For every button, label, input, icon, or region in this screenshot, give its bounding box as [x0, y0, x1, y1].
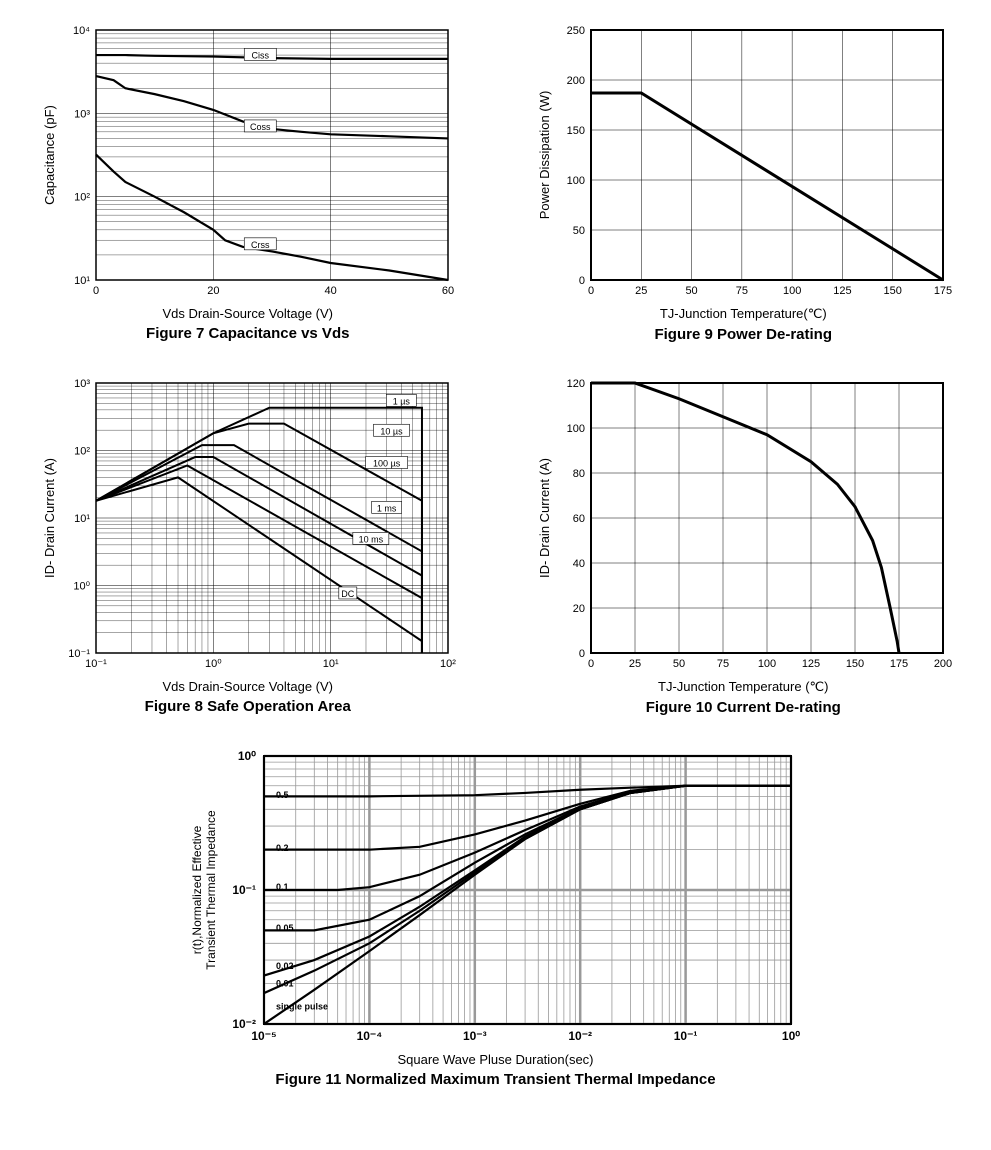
svg-text:0.01: 0.01	[276, 979, 294, 989]
svg-text:10 µs: 10 µs	[380, 426, 403, 436]
svg-text:75: 75	[736, 285, 748, 297]
svg-text:Power Dissipation (W): Power Dissipation (W)	[537, 91, 552, 220]
fig7-cell: 0 20 40 60 10¹ 10² 10³ 10⁴ Capacitance (pF) Ciss C…	[20, 20, 476, 343]
fig9-xlabel: TJ-Junction Temperature(℃)	[660, 306, 827, 322]
fig9-caption: Figure 9 Power De-rating	[654, 326, 832, 343]
svg-text:10⁻¹: 10⁻¹	[673, 1029, 697, 1043]
fig9-cell: 0 25 50 75 100 125 150 175 0 50 100 150 200 250 Power …	[516, 20, 972, 343]
svg-text:20: 20	[573, 603, 585, 615]
svg-text:0: 0	[579, 648, 585, 660]
fig8-xlabel: Vds Drain-Source Voltage (V)	[162, 679, 333, 694]
svg-text:0.5: 0.5	[276, 790, 289, 800]
svg-text:10⁻¹: 10⁻¹	[68, 648, 90, 660]
fig10-cell: 0 25 50 75 100 125 150 175 200 0 20 40 60 80 100 120 ID-…	[516, 373, 972, 716]
svg-text:10⁰: 10⁰	[237, 749, 255, 763]
fig11-caption: Figure 11 Normalized Maximum Transient T…	[275, 1071, 715, 1088]
svg-text:10⁴: 10⁴	[73, 25, 90, 37]
svg-text:0: 0	[588, 285, 594, 297]
svg-text:150: 150	[884, 285, 902, 297]
fig11-chart: 10⁻⁵ 10⁻⁴ 10⁻³ 10⁻² 10⁻¹ 10⁰ 10⁻² 10⁻¹ 10⁰ r(t),N…	[186, 746, 806, 1046]
svg-text:10⁻¹: 10⁻¹	[232, 883, 256, 897]
svg-text:25: 25	[635, 285, 647, 297]
svg-text:r(t),Normalized Effective: r(t),Normalized Effective	[190, 825, 204, 954]
svg-text:Transient Thermal Impedance: Transient Thermal Impedance	[204, 810, 218, 970]
svg-text:1 µs: 1 µs	[392, 396, 410, 406]
svg-text:0: 0	[579, 275, 585, 287]
svg-text:10⁻⁴: 10⁻⁴	[356, 1029, 382, 1043]
fig11-cell: 10⁻⁵ 10⁻⁴ 10⁻³ 10⁻² 10⁻¹ 10⁰ 10⁻² 10⁻¹ 10⁰ r(t),N…	[186, 746, 806, 1088]
svg-text:25: 25	[629, 658, 641, 670]
svg-text:ID- Drain Current (A): ID- Drain Current (A)	[537, 458, 552, 578]
fig11-xlabel: Square Wave Pluse Duration(sec)	[397, 1052, 593, 1067]
svg-text:100: 100	[758, 658, 776, 670]
svg-text:10²: 10²	[74, 192, 90, 204]
fig8-caption: Figure 8 Safe Operation Area	[145, 698, 351, 715]
svg-text:0.05: 0.05	[276, 923, 294, 933]
svg-text:10³: 10³	[74, 378, 90, 390]
fig10-xlabel: TJ-Junction Temperature (℃)	[658, 679, 828, 695]
svg-text:40: 40	[573, 558, 585, 570]
svg-text:10⁻²: 10⁻²	[568, 1029, 592, 1043]
fig8-cell: 10⁻¹10⁰10¹10²10⁻¹10⁰10¹10²10³ID- Drain C…	[20, 373, 476, 716]
fig10-chart: 0 25 50 75 100 125 150 175 200 0 20 40 60 80 100 120 ID-…	[533, 373, 953, 673]
svg-text:10⁰: 10⁰	[205, 658, 222, 670]
svg-text:10⁻²: 10⁻²	[232, 1017, 256, 1031]
svg-text:20: 20	[207, 285, 219, 297]
svg-text:10⁰: 10⁰	[781, 1029, 799, 1043]
svg-text:DC: DC	[341, 589, 354, 599]
svg-text:60: 60	[442, 285, 454, 297]
svg-text:10¹: 10¹	[322, 658, 338, 670]
svg-text:Crss: Crss	[251, 240, 270, 250]
svg-text:10²: 10²	[440, 658, 456, 670]
fig9-chart: 0 25 50 75 100 125 150 175 0 50 100 150 200 250 Power …	[533, 20, 953, 300]
svg-text:80: 80	[573, 468, 585, 480]
svg-text:10 ms: 10 ms	[358, 534, 383, 544]
bottom-row: 10⁻⁵ 10⁻⁴ 10⁻³ 10⁻² 10⁻¹ 10⁰ 10⁻² 10⁻¹ 10⁰ r(t),N…	[20, 746, 971, 1088]
fig7-caption: Figure 7 Capacitance vs Vds	[146, 325, 349, 342]
svg-text:250: 250	[567, 25, 585, 37]
svg-text:100: 100	[567, 423, 585, 435]
svg-text:10³: 10³	[74, 108, 90, 120]
svg-text:40: 40	[324, 285, 336, 297]
svg-text:50: 50	[686, 285, 698, 297]
svg-text:10¹: 10¹	[74, 275, 90, 287]
svg-text:50: 50	[673, 658, 685, 670]
top-charts-grid: 0 20 40 60 10¹ 10² 10³ 10⁴ Capacitance (pF) Ciss C…	[20, 20, 971, 716]
svg-text:10⁰: 10⁰	[73, 581, 90, 593]
svg-text:10⁻³: 10⁻³	[462, 1029, 486, 1043]
svg-text:75: 75	[717, 658, 729, 670]
svg-text:50: 50	[573, 225, 585, 237]
svg-text:1 ms: 1 ms	[377, 503, 397, 513]
svg-text:10⁻⁵: 10⁻⁵	[251, 1029, 276, 1043]
svg-text:200: 200	[567, 75, 585, 87]
svg-text:0.2: 0.2	[276, 843, 289, 853]
svg-text:Coss: Coss	[250, 122, 271, 132]
svg-text:10²: 10²	[74, 446, 90, 458]
svg-text:150: 150	[567, 125, 585, 137]
svg-text:120: 120	[567, 378, 585, 390]
svg-text:0.1: 0.1	[276, 882, 289, 892]
svg-text:100: 100	[567, 175, 585, 187]
svg-text:175: 175	[890, 658, 908, 670]
fig8-chart: 10⁻¹10⁰10¹10²10⁻¹10⁰10¹10²10³ID- Drain C…	[38, 373, 458, 673]
svg-text:0: 0	[93, 285, 99, 297]
svg-text:0.02: 0.02	[276, 961, 294, 971]
fig7-chart: 0 20 40 60 10¹ 10² 10³ 10⁴ Capacitance (pF) Ciss C…	[38, 20, 458, 300]
svg-text:100 µs: 100 µs	[373, 458, 401, 468]
svg-text:Capacitance (pF): Capacitance (pF)	[42, 105, 57, 205]
svg-text:Ciss: Ciss	[251, 50, 269, 60]
svg-text:125: 125	[802, 658, 820, 670]
svg-text:60: 60	[573, 513, 585, 525]
svg-text:10¹: 10¹	[74, 513, 90, 525]
svg-text:ID- Drain Current (A): ID- Drain Current (A)	[42, 458, 57, 578]
svg-text:single pulse: single pulse	[276, 1002, 328, 1012]
svg-text:100: 100	[783, 285, 801, 297]
svg-text:175: 175	[934, 285, 952, 297]
svg-text:150: 150	[846, 658, 864, 670]
svg-text:0: 0	[588, 658, 594, 670]
fig7-xlabel: Vds Drain-Source Voltage (V)	[162, 306, 333, 321]
fig10-caption: Figure 10 Current De-rating	[646, 699, 841, 716]
svg-text:200: 200	[934, 658, 952, 670]
svg-text:125: 125	[833, 285, 851, 297]
